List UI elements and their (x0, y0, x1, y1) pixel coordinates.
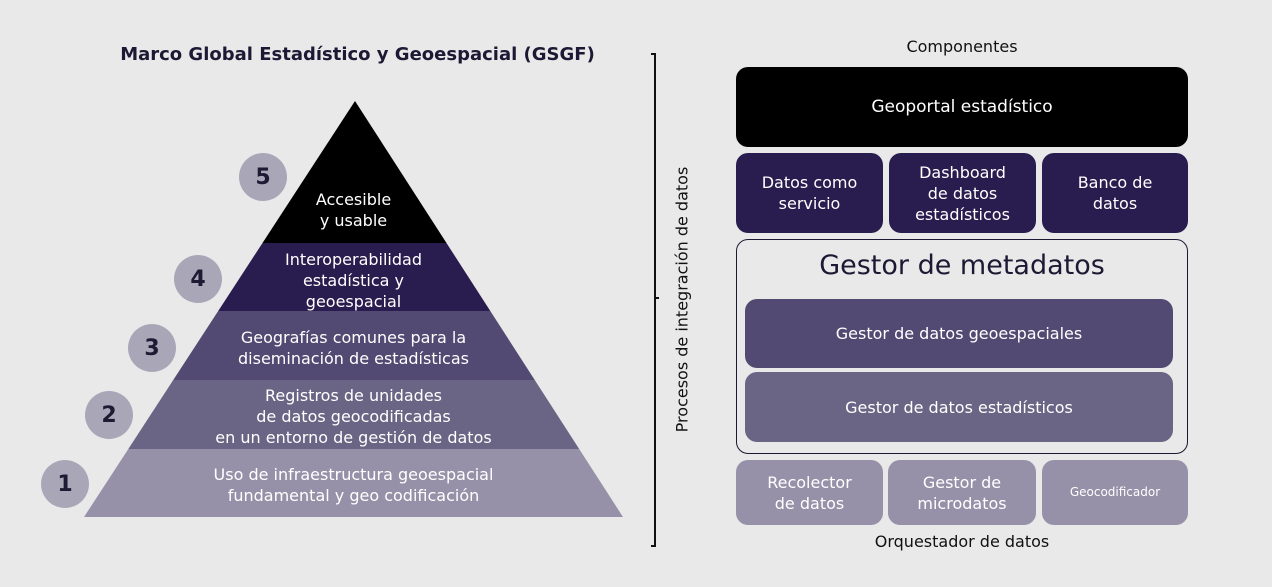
pyramid-title: Marco Global Estadístico y Geoespacial (… (120, 44, 595, 65)
level-2-badge: 2 (85, 391, 133, 439)
level-3-badge: 3 (128, 324, 176, 372)
pyramid-level-4-label: Interoperabilidad estadística y geoespac… (285, 249, 422, 311)
level-1-badge: 1 (41, 460, 89, 508)
pyramid (84, 101, 623, 517)
pyramid-level-2-band (84, 380, 623, 449)
level-4-badge: 4 (174, 255, 222, 303)
components-header: Componentes (906, 37, 1018, 56)
geocoder-box: Geocodificador (1042, 460, 1188, 525)
pyramid-level-1-band (84, 449, 623, 517)
service-box-dashboard: Dashboard de datos estadísticos (889, 153, 1036, 233)
service-box-datos-servicio: Datos como servicio (736, 153, 883, 233)
pyramid-level-3-label: Geografías comunes para la diseminación … (238, 328, 469, 368)
bracket-label: Procesos de integración de datos (672, 166, 692, 433)
stat-data-manager-box: Gestor de datos estadísticos (745, 372, 1173, 442)
level-5-badge: 5 (239, 153, 287, 201)
microdata-box: Gestor de microdatos (888, 460, 1036, 525)
geo-data-manager-box: Gestor de datos geoespaciales (745, 299, 1173, 368)
bracket (651, 53, 659, 547)
pyramid-level-2-label: Registros de unidades de datos geocodifi… (215, 385, 492, 447)
metadata-title: Gestor de metadatos (819, 250, 1105, 281)
geoportal-box: Geoportal estadístico (736, 67, 1188, 147)
pyramid-level-5-label: Accesible y usable (315, 190, 392, 230)
pyramid-level-1-label: Uso de infraestructura geoespacial funda… (213, 465, 494, 505)
orchestrator-label: Orquestador de datos (874, 532, 1050, 551)
metadata-container (736, 239, 1188, 454)
service-box-banco: Banco de datos (1042, 153, 1188, 233)
collector-box: Recolector de datos (736, 460, 883, 525)
